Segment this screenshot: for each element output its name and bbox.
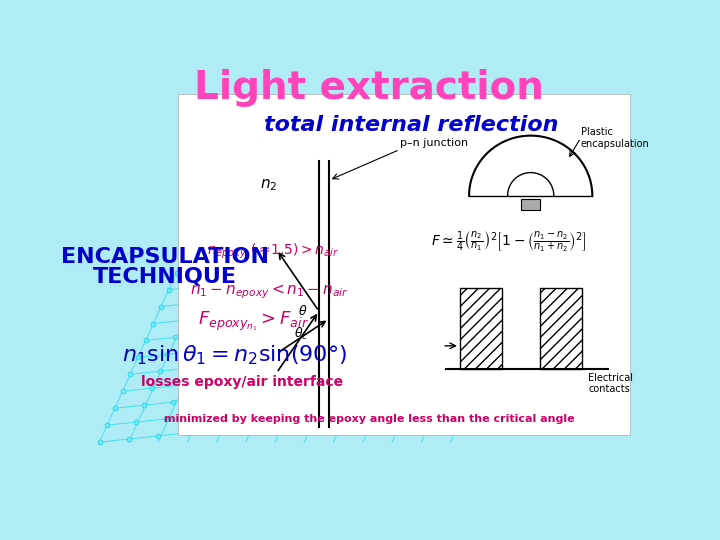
- Text: $F \simeq \frac{1}{4}\left(\frac{n_2}{n_1}\right)^2\left[1-\left(\frac{n_1-n_2}{: $F \simeq \frac{1}{4}\left(\frac{n_2}{n_…: [431, 230, 586, 254]
- Text: Electrical
contacts: Electrical contacts: [588, 373, 634, 394]
- Text: $\theta$: $\theta$: [298, 304, 307, 318]
- Text: total internal reflection: total internal reflection: [264, 115, 559, 135]
- Text: $n_{epoxy}\ (\approx\!1.5) > n_{air}$: $n_{epoxy}\ (\approx\!1.5) > n_{air}$: [207, 241, 338, 261]
- Text: Light extraction: Light extraction: [194, 69, 544, 107]
- Text: $n_1\sin\theta_1 = n_2\sin(90°)$: $n_1\sin\theta_1 = n_2\sin(90°)$: [122, 343, 347, 367]
- Text: $\theta_c$: $\theta_c$: [294, 326, 308, 342]
- Text: ENCAPSULATION: ENCAPSULATION: [61, 247, 269, 267]
- Bar: [540, 288, 582, 369]
- Text: minimized by keeping the epoxy angle less than the critical angle: minimized by keeping the epoxy angle les…: [163, 414, 575, 424]
- Text: Plastic
encapsulation: Plastic encapsulation: [581, 127, 649, 148]
- Text: TECHNIQUE: TECHNIQUE: [93, 267, 237, 287]
- Text: p–n junction: p–n junction: [400, 138, 468, 147]
- Bar: [521, 199, 540, 210]
- Text: $n_1 - n_{epoxy} < n_1 - n_{air}$: $n_1 - n_{epoxy} < n_1 - n_{air}$: [189, 282, 348, 301]
- Text: losses epoxy/air interface: losses epoxy/air interface: [141, 375, 343, 389]
- Bar: [178, 94, 629, 435]
- Text: $n_2$: $n_2$: [260, 177, 278, 193]
- Bar: [460, 288, 503, 369]
- Text: $F_{epoxy_{n_1}} > F_{air}$: $F_{epoxy_{n_1}} > F_{air}$: [198, 309, 309, 333]
